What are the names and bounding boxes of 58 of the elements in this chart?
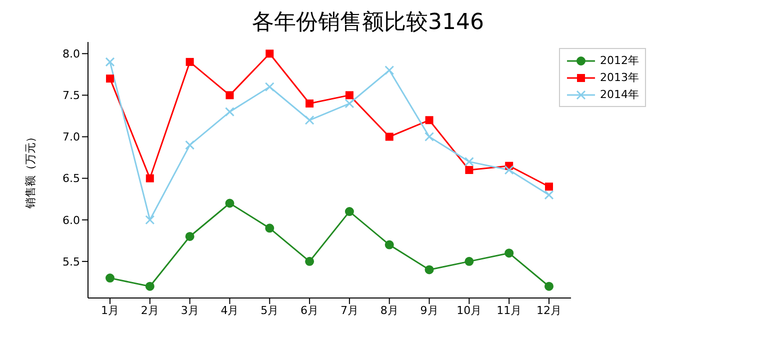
x-tick-label: 8月 [380, 304, 398, 317]
point [544, 282, 554, 291]
point [185, 232, 194, 241]
x-tick-label: 1月 [101, 304, 119, 317]
point [464, 156, 474, 166]
point [266, 50, 274, 58]
point [106, 74, 114, 83]
point [384, 240, 394, 250]
y-tick-label: 6.0 [62, 214, 80, 227]
x-tick-label: 9月 [420, 304, 438, 317]
point [224, 107, 234, 117]
point [424, 132, 434, 142]
point [464, 256, 474, 266]
chart-title: 各年份销售额比较3146 [251, 9, 485, 37]
y-axis-title: 销售额（万元） [24, 132, 37, 210]
point [465, 166, 474, 174]
point [545, 182, 553, 191]
x-tick-label: 6月 [300, 304, 319, 317]
x-tick-label: 11月 [496, 304, 522, 317]
point [344, 207, 354, 216]
point [146, 174, 154, 182]
point [265, 224, 274, 233]
point [225, 198, 234, 208]
x-tick-label: 12月 [536, 304, 562, 317]
legend-label: 2014年 [600, 87, 639, 102]
legend-label: 2012年 [600, 53, 639, 68]
point [304, 115, 314, 125]
y-tick-label: 6.5 [62, 172, 80, 186]
point [504, 248, 514, 258]
legend-label: 2013年 [600, 70, 639, 85]
point [385, 132, 394, 141]
y-tick-label: 5.5 [62, 255, 80, 268]
point [226, 91, 234, 100]
point [504, 165, 514, 175]
point [145, 215, 155, 225]
y-tick-label: 7.0 [62, 130, 80, 144]
y-tick-label: 7.5 [62, 89, 80, 102]
point [106, 274, 114, 283]
point [344, 98, 354, 108]
x-tick-label: 4月 [220, 304, 239, 317]
point [305, 256, 314, 266]
point [145, 282, 154, 291]
point [306, 100, 314, 108]
point [544, 190, 554, 200]
point [185, 140, 195, 150]
x-tick-label: 5月 [260, 304, 279, 317]
point [105, 57, 115, 67]
point [264, 82, 274, 92]
x-tick-label: 2月 [140, 304, 159, 317]
point [424, 265, 434, 274]
point [425, 116, 434, 124]
x-tick-label: 7月 [340, 304, 358, 317]
x-tick-label: 10月 [456, 304, 482, 317]
point [345, 91, 354, 100]
y-tick-label: 8.0 [62, 48, 80, 61]
x-tick-label: 3月 [180, 304, 199, 317]
point [186, 58, 194, 66]
point [384, 66, 394, 76]
